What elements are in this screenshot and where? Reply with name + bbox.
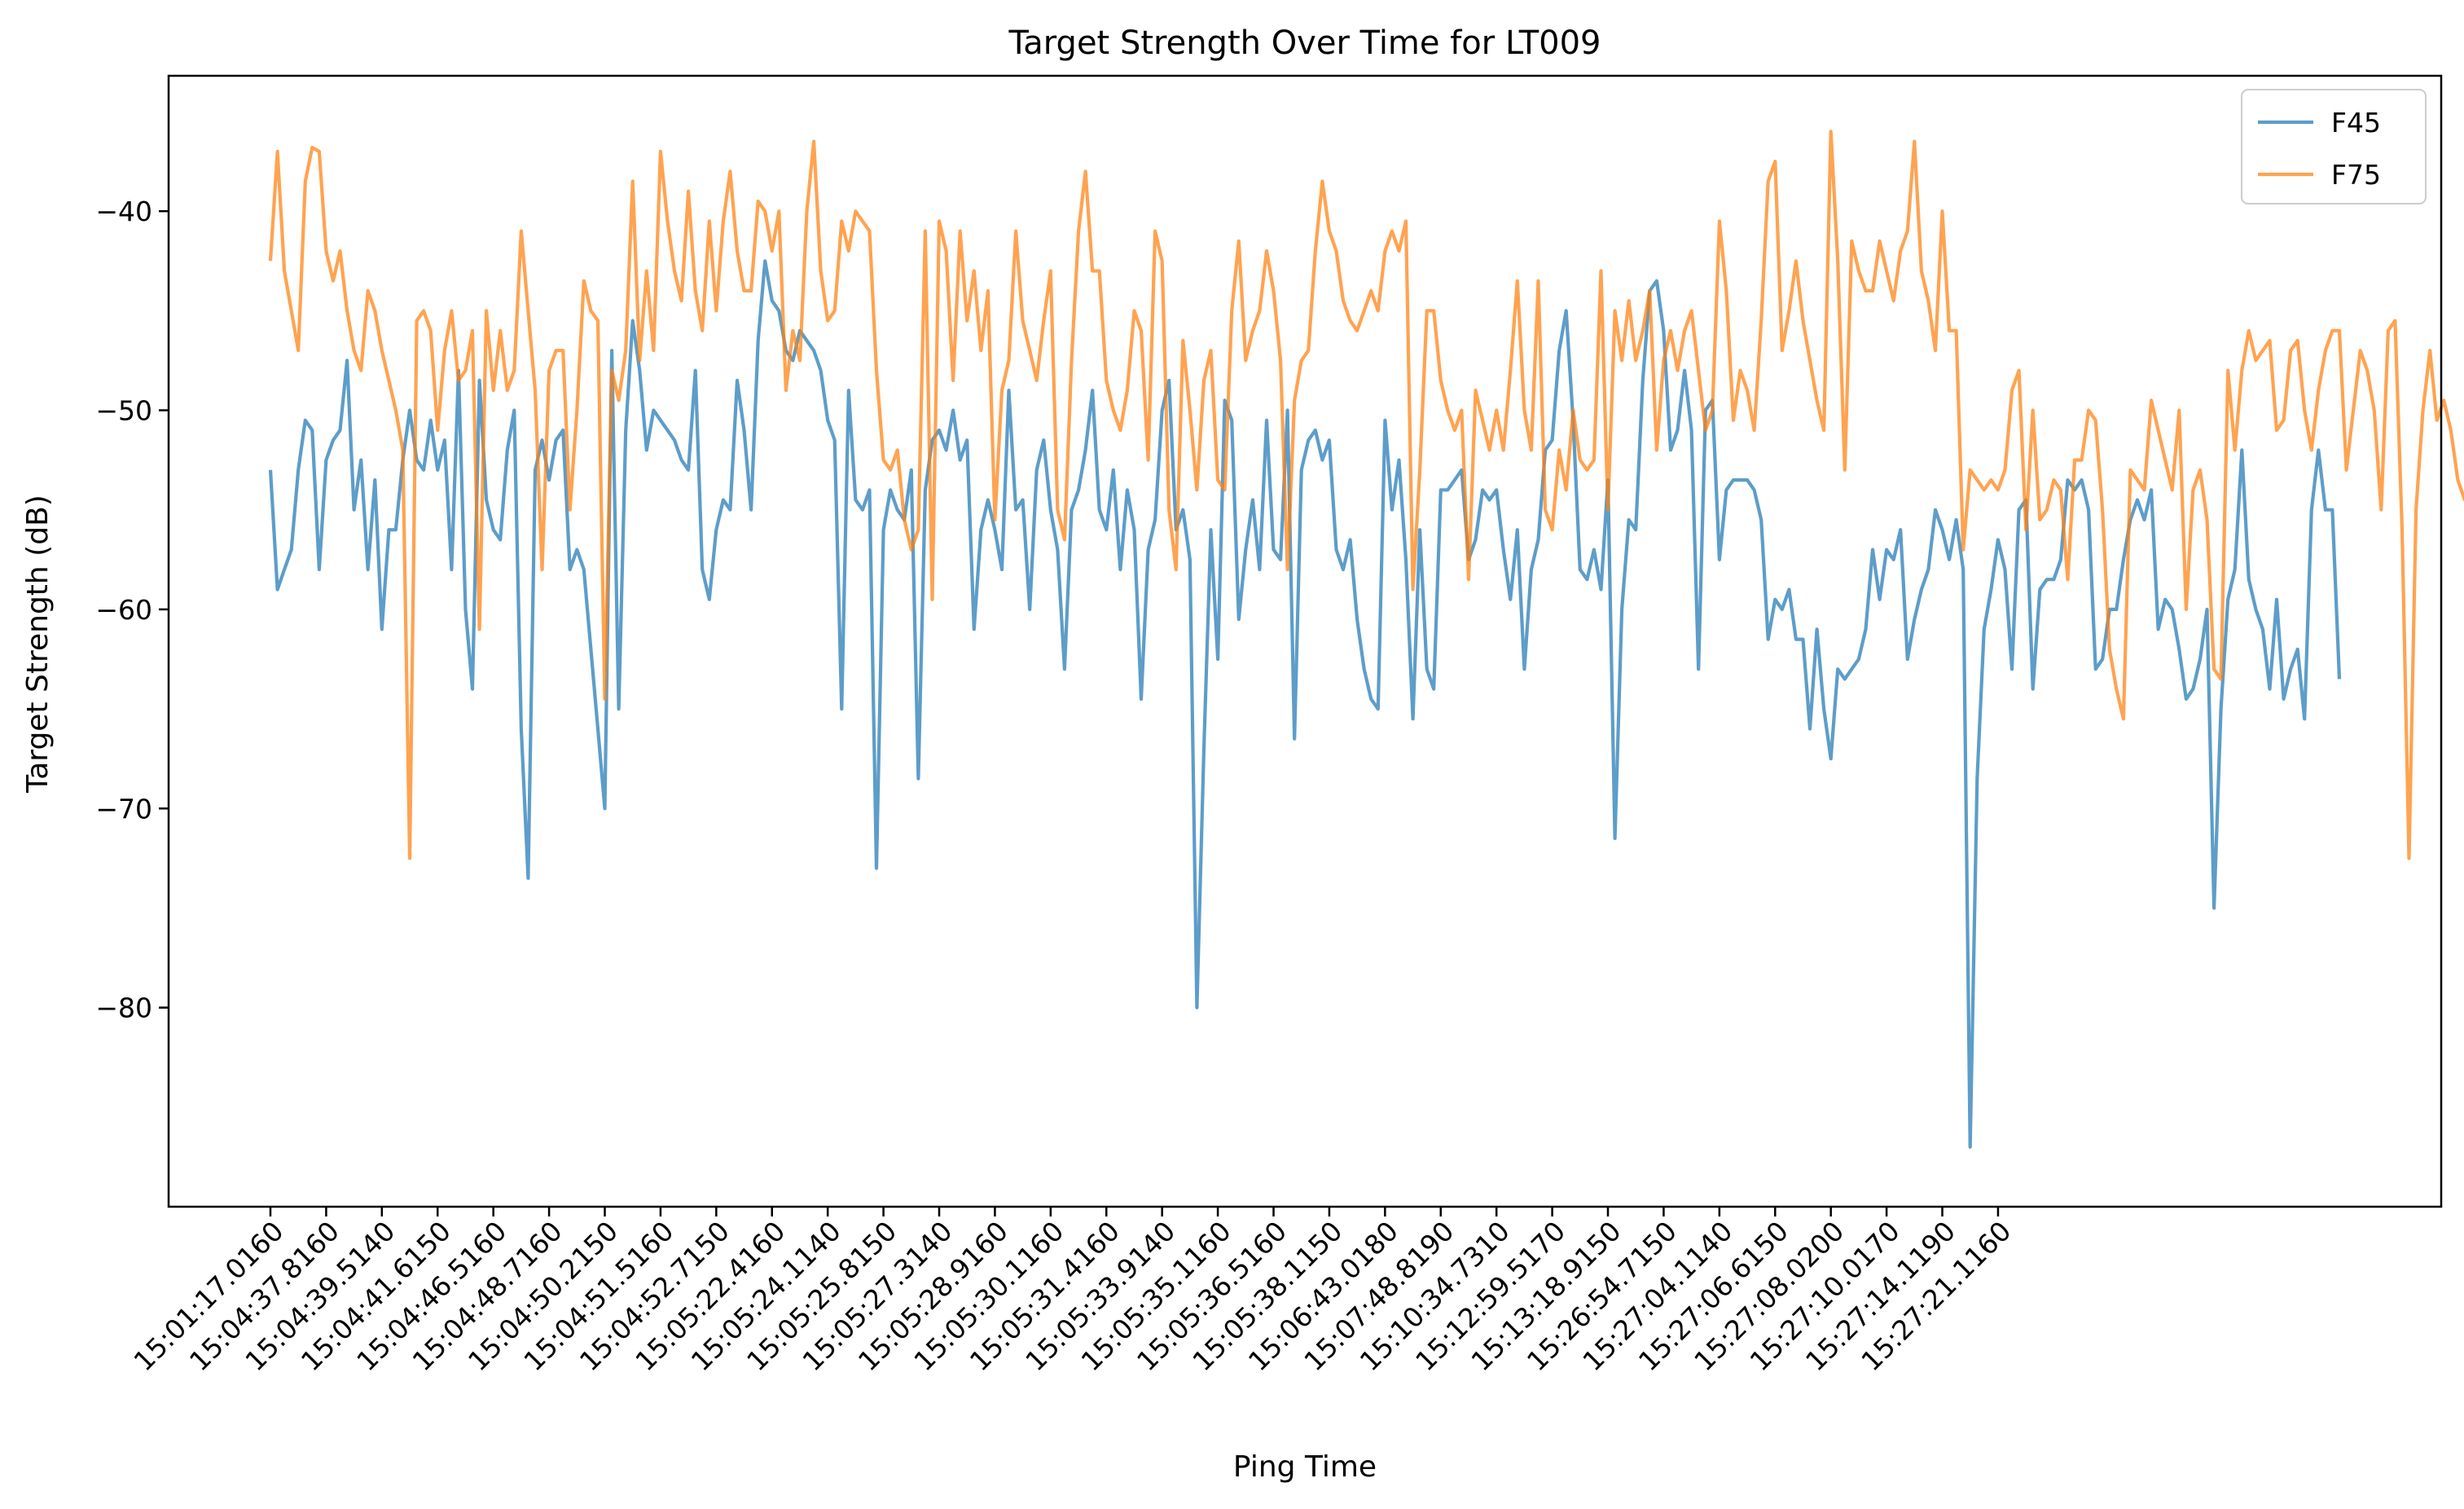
plot-area-frame [167,74,2443,1208]
x-axis-ticks: 15:01:17.016015:04:37.816015:04:39.51401… [127,1207,2018,1377]
chart-title: Target Strength Over Time for LT009 [1008,24,1601,62]
series-line-f75 [268,130,2464,860]
y-tick-label: −50 [95,395,152,427]
y-tick-label: −70 [95,793,152,825]
y-axis-ticks: −40 −50 −60 −70 −80 [95,196,169,1024]
y-tick-label: −40 [95,196,152,227]
legend-label-f75: F75 [2331,159,2381,191]
legend-label-f45: F45 [2331,107,2381,139]
x-axis-label: Ping Time [1233,1450,1377,1484]
y-tick-label: −80 [95,992,152,1024]
legend: F45 F75 [2241,89,2427,205]
series-layer [268,130,2464,1149]
y-axis-label: Target Strength (dB) [21,495,55,794]
series-line-f45 [268,259,2342,1149]
y-tick-label: −60 [95,594,152,626]
